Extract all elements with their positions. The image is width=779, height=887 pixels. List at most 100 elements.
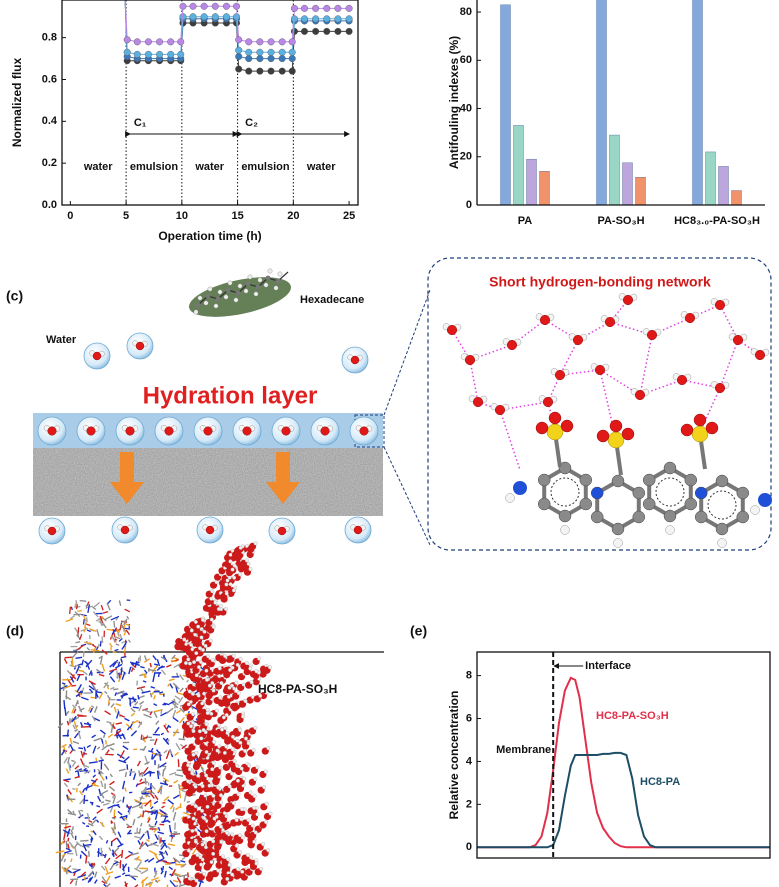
md-bond bbox=[75, 841, 82, 847]
md-bond bbox=[79, 599, 87, 602]
md-hydrogen bbox=[253, 725, 258, 730]
md-bond bbox=[148, 750, 154, 753]
md-bond bbox=[126, 726, 131, 731]
md-bond bbox=[176, 876, 182, 884]
oxygen bbox=[572, 334, 584, 346]
md-bond bbox=[140, 771, 144, 778]
md-bond bbox=[153, 695, 156, 700]
md-bond bbox=[182, 729, 186, 739]
md-hydrogen bbox=[204, 722, 209, 727]
md-hydrogen bbox=[217, 674, 222, 678]
md-hydrogen bbox=[234, 843, 239, 848]
md-bond bbox=[152, 733, 161, 736]
md-hydrogen bbox=[214, 580, 219, 585]
series-line bbox=[124, 0, 350, 72]
md-bond bbox=[140, 734, 143, 740]
water-molecule bbox=[154, 416, 184, 446]
md-bond bbox=[177, 759, 180, 768]
md-hydrogen bbox=[193, 839, 198, 844]
md-bond bbox=[140, 665, 145, 669]
md-hydrogen bbox=[236, 792, 241, 797]
md-bond bbox=[169, 804, 174, 810]
md-bond bbox=[118, 768, 126, 772]
carbon bbox=[579, 473, 593, 487]
md-bond bbox=[151, 752, 158, 760]
md-bond bbox=[86, 721, 92, 728]
panel-label: (c) bbox=[6, 288, 23, 304]
md-bond bbox=[115, 616, 119, 621]
hydrogen-bond bbox=[511, 319, 546, 346]
md-bond bbox=[153, 703, 158, 707]
md-bond bbox=[159, 782, 169, 786]
md-bond bbox=[98, 692, 104, 700]
md-bond bbox=[164, 861, 171, 865]
md-hydrogen bbox=[231, 734, 235, 739]
y-axis-title: Antifouling indexes (%) bbox=[447, 36, 461, 169]
md-bond bbox=[163, 795, 170, 802]
md-bond bbox=[121, 872, 126, 876]
water-molecule bbox=[37, 416, 67, 446]
md-bond bbox=[105, 739, 107, 745]
md-bond bbox=[83, 767, 87, 771]
bar bbox=[539, 171, 550, 205]
md-bond bbox=[174, 773, 184, 777]
md-bond bbox=[74, 775, 80, 779]
md-bond bbox=[115, 711, 120, 719]
md-bond bbox=[153, 800, 159, 805]
oxygen bbox=[684, 312, 696, 324]
md-bond bbox=[134, 867, 142, 873]
md-bond bbox=[102, 611, 109, 614]
marker bbox=[278, 55, 286, 63]
md-bond bbox=[110, 820, 114, 824]
md-bond bbox=[113, 620, 116, 628]
md-bond bbox=[162, 737, 170, 745]
bar bbox=[635, 177, 646, 205]
carbon bbox=[632, 510, 646, 524]
md-hydrogen bbox=[212, 740, 217, 744]
md-hydrogen bbox=[211, 793, 216, 798]
md-bond bbox=[175, 805, 181, 811]
md-bond bbox=[75, 656, 83, 660]
marker bbox=[232, 13, 240, 21]
md-bond bbox=[149, 692, 153, 698]
oxygen bbox=[539, 314, 551, 326]
md-bond bbox=[98, 673, 105, 677]
carbon bbox=[275, 278, 281, 284]
md-bond bbox=[89, 707, 94, 713]
hydrogen bbox=[613, 538, 623, 548]
md-bond bbox=[88, 761, 98, 764]
oxygen bbox=[120, 525, 130, 535]
marker bbox=[156, 50, 164, 58]
bar bbox=[622, 162, 633, 205]
md-bond bbox=[80, 696, 89, 701]
md-bond bbox=[84, 784, 93, 790]
md-hydrogen bbox=[186, 657, 191, 662]
md-hydrogen bbox=[204, 750, 209, 754]
oxygen bbox=[446, 324, 458, 336]
md-bond bbox=[61, 682, 66, 685]
md-hydrogen bbox=[187, 767, 192, 772]
md-bond bbox=[181, 744, 188, 750]
water-molecule bbox=[442, 323, 462, 336]
marker bbox=[177, 38, 185, 46]
md-bond bbox=[130, 667, 134, 673]
md-bond bbox=[162, 693, 165, 697]
md-bond bbox=[173, 779, 179, 784]
md-hydrogen bbox=[214, 708, 219, 713]
carbon bbox=[558, 509, 572, 523]
md-bond bbox=[107, 733, 114, 738]
hexadecane-label: Hexadecane bbox=[300, 294, 364, 306]
md-bond bbox=[98, 620, 105, 625]
md-hydrogen bbox=[211, 761, 216, 765]
marker bbox=[245, 67, 253, 75]
y-tick-label: 0 bbox=[466, 841, 472, 853]
md-bond bbox=[162, 765, 167, 768]
md-bond bbox=[97, 795, 102, 802]
sulfur bbox=[607, 431, 625, 449]
md-bond bbox=[83, 762, 86, 768]
md-bond bbox=[82, 821, 86, 825]
oxygen bbox=[125, 426, 135, 436]
md-bond bbox=[84, 641, 93, 646]
marker bbox=[267, 55, 275, 63]
md-bond bbox=[161, 819, 169, 824]
